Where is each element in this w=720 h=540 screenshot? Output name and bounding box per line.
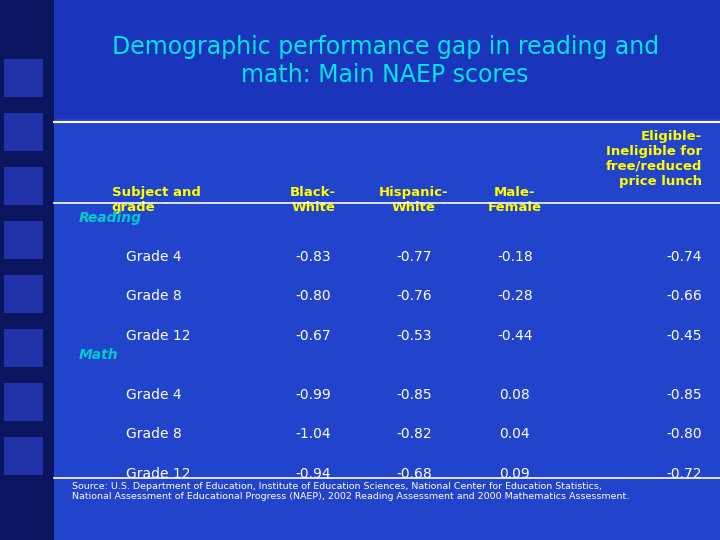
- Bar: [0, 0, 54, 540]
- Text: -0.99: -0.99: [295, 388, 331, 402]
- Bar: [4, 383, 43, 421]
- Text: -0.94: -0.94: [295, 467, 331, 481]
- Text: Demographic performance gap in reading and
math: Main NAEP scores: Demographic performance gap in reading a…: [112, 35, 659, 87]
- Text: -0.67: -0.67: [295, 329, 331, 343]
- Text: -0.83: -0.83: [295, 250, 331, 264]
- Text: -0.76: -0.76: [396, 289, 432, 303]
- Text: Grade 8: Grade 8: [126, 289, 181, 303]
- Text: -0.45: -0.45: [667, 329, 702, 343]
- Text: -0.44: -0.44: [497, 329, 533, 343]
- Text: -0.74: -0.74: [667, 250, 702, 264]
- Bar: [4, 59, 43, 97]
- Text: Math: Math: [79, 348, 119, 362]
- Text: Subject and
grade: Subject and grade: [112, 186, 200, 214]
- Text: -0.82: -0.82: [396, 427, 432, 441]
- Text: -0.85: -0.85: [396, 388, 432, 402]
- Text: Source: U.S. Department of Education, Institute of Education Sciences, National : Source: U.S. Department of Education, In…: [72, 482, 629, 501]
- Text: Grade 12: Grade 12: [126, 467, 191, 481]
- Text: -1.04: -1.04: [295, 427, 331, 441]
- Text: Reading: Reading: [79, 211, 142, 225]
- Text: Grade 12: Grade 12: [126, 329, 191, 343]
- Text: -0.80: -0.80: [667, 427, 702, 441]
- Bar: [4, 221, 43, 259]
- Bar: [4, 113, 43, 151]
- Text: Male-
Female: Male- Female: [488, 186, 541, 214]
- Text: -0.66: -0.66: [666, 289, 702, 303]
- Text: 0.04: 0.04: [500, 427, 530, 441]
- Bar: [4, 167, 43, 205]
- Text: -0.77: -0.77: [396, 250, 432, 264]
- Text: -0.85: -0.85: [667, 388, 702, 402]
- Text: Eligible-
Ineligible for
free/reduced
price lunch: Eligible- Ineligible for free/reduced pr…: [606, 130, 702, 187]
- Text: 0.08: 0.08: [500, 388, 530, 402]
- Text: Grade 8: Grade 8: [126, 427, 181, 441]
- Bar: [4, 437, 43, 475]
- Text: Grade 4: Grade 4: [126, 388, 181, 402]
- Text: -0.53: -0.53: [396, 329, 432, 343]
- Text: -0.68: -0.68: [396, 467, 432, 481]
- Text: Hispanic-
White: Hispanic- White: [379, 186, 449, 214]
- Text: -0.28: -0.28: [497, 289, 533, 303]
- Text: Black-
White: Black- White: [290, 186, 336, 214]
- Text: -0.72: -0.72: [667, 467, 702, 481]
- Text: Grade 4: Grade 4: [126, 250, 181, 264]
- Text: -0.18: -0.18: [497, 250, 533, 264]
- Text: 0.09: 0.09: [500, 467, 530, 481]
- Bar: [4, 329, 43, 367]
- Text: -0.80: -0.80: [295, 289, 331, 303]
- Bar: [4, 275, 43, 313]
- Bar: [54, 0, 720, 119]
